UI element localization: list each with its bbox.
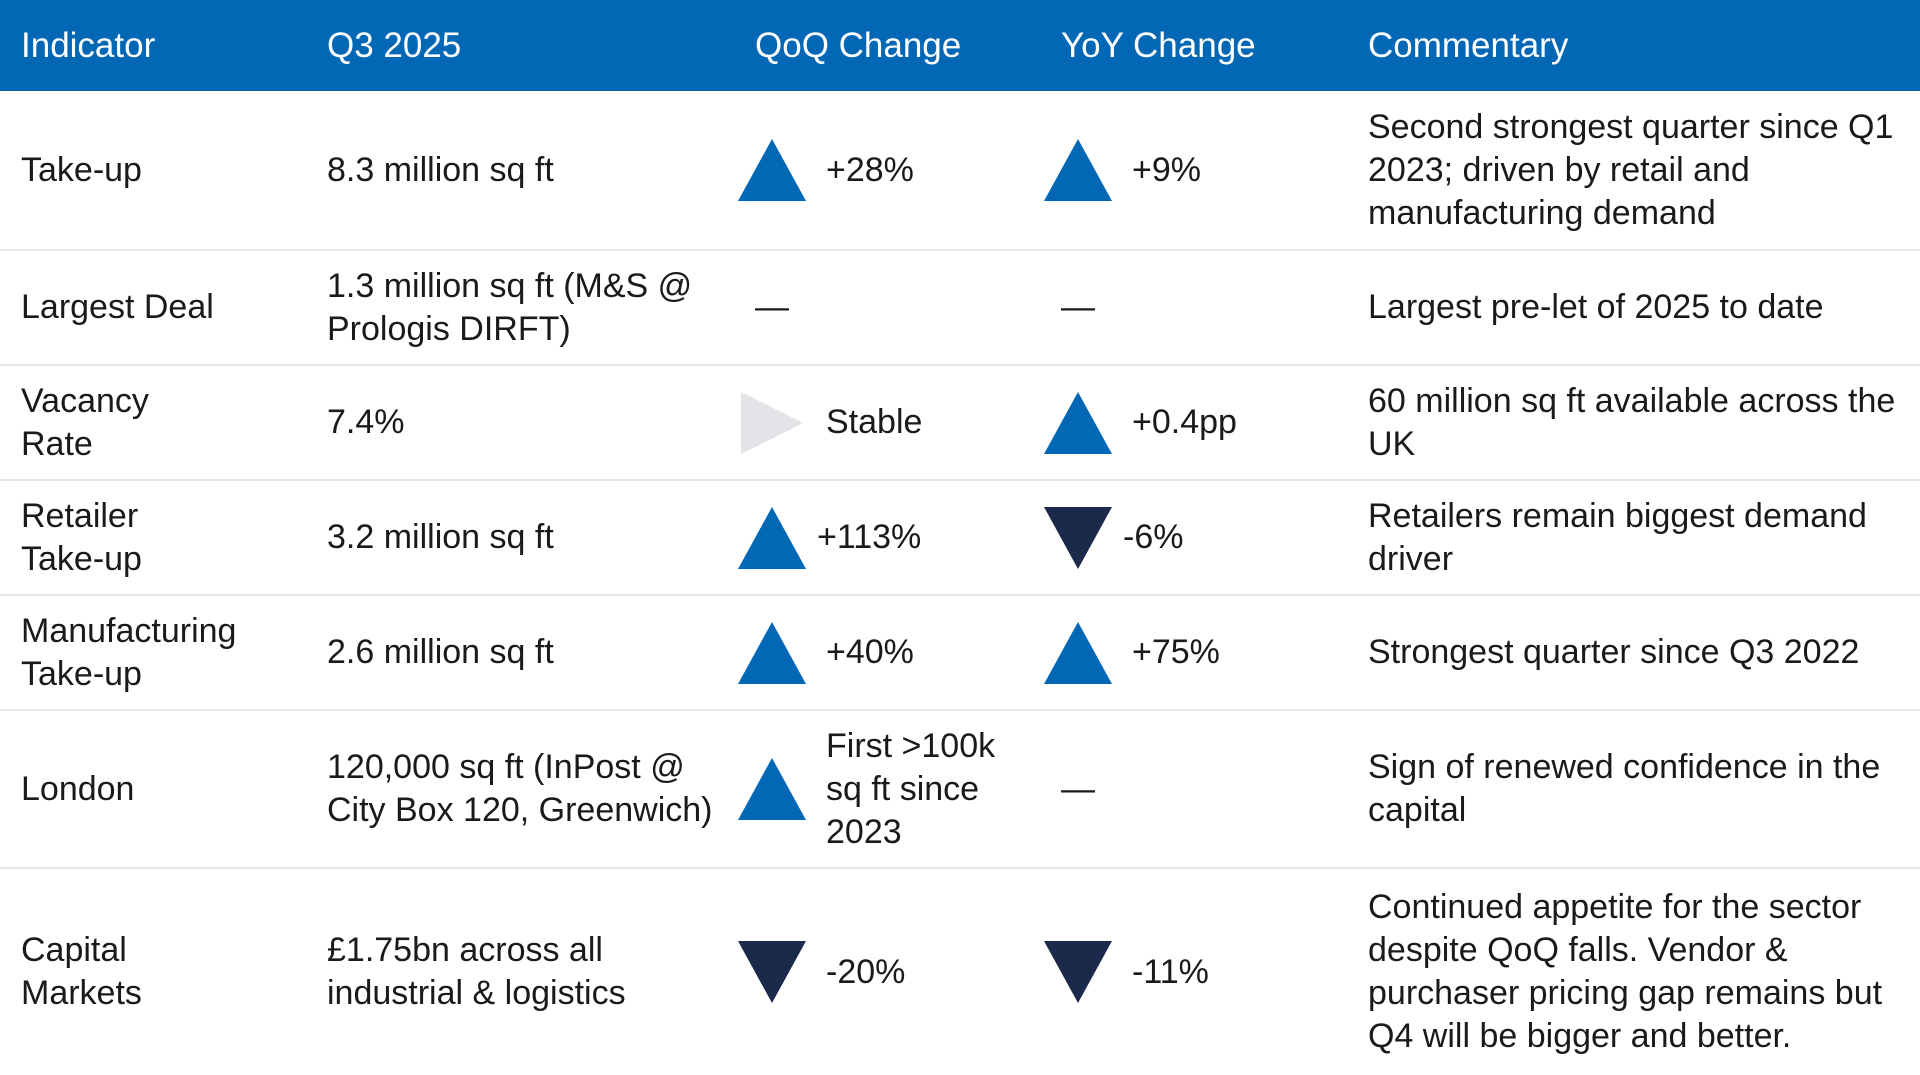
- table-row-retailer-take-up: Retailer Take-up 3.2 million sq ft +113%…: [0, 481, 1920, 596]
- yoy-change-cell: +75%: [1044, 596, 1344, 709]
- table-row-vacancy-rate: Vacancy Rate 7.4% Stable +0.4pp 60 milli…: [0, 366, 1920, 481]
- qoq-change-value: +40%: [826, 633, 914, 671]
- yoy-change-cell: +0.4pp: [1044, 366, 1344, 479]
- indicator-cell: Take-up: [21, 150, 142, 189]
- commentary-cell: Largest pre-let of 2025 to date: [1368, 288, 1824, 326]
- table-row-london: London 120,000 sq ft (InPost @ City Box …: [0, 711, 1920, 869]
- indicator-cell: Capital Markets: [21, 931, 142, 1012]
- indicator-cell: London: [21, 769, 135, 808]
- triangle-up-icon: [1044, 139, 1112, 201]
- yoy-change-cell: —: [1044, 251, 1344, 364]
- qoq-change-value: Stable: [826, 403, 923, 441]
- header-q3-2025: Q3 2025: [327, 25, 462, 65]
- triangle-up-icon: [1044, 391, 1112, 454]
- table-row-take-up: Take-up 8.3 million sq ft +28% +9% Secon…: [0, 91, 1920, 251]
- triangle-up-icon: [738, 758, 806, 820]
- indicator-cell: Retailer Take-up: [21, 496, 142, 578]
- qoq-change-value: +113%: [817, 518, 922, 556]
- qoq-change-cell: +40%: [738, 596, 1038, 709]
- commentary-cell: Strongest quarter since Q3 2022: [1368, 633, 1860, 671]
- table-row-manufacturing-take-up: Manufacturing Take-up 2.6 million sq ft …: [0, 596, 1920, 711]
- triangle-down-icon: [1044, 506, 1112, 569]
- yoy-change-value: +75%: [1132, 633, 1220, 671]
- yoy-change-cell: +9%: [1044, 91, 1344, 249]
- header-indicator: Indicator: [21, 25, 156, 65]
- header-qoq-change: QoQ Change: [755, 25, 962, 65]
- yoy-change-cell: -11%: [1044, 869, 1344, 1075]
- qoq-change-cell: +28%: [738, 91, 1038, 249]
- triangle-up-icon: [738, 506, 806, 569]
- yoy-change-value: -11%: [1132, 952, 1209, 991]
- q3-value-cell: 8.3 million sq ft: [327, 150, 554, 189]
- qoq-change-cell: —: [738, 251, 1038, 364]
- table-header: Indicator Q3 2025 QoQ Change YoY Change …: [0, 0, 1920, 91]
- qoq-change-cell: First >100k sq ft since 2023: [738, 711, 1038, 867]
- qoq-change-value: +28%: [826, 150, 914, 189]
- q3-value-cell: 120,000 sq ft (InPost @ City Box 120, Gr…: [327, 748, 713, 829]
- q3-value-cell: 7.4%: [327, 403, 405, 441]
- yoy-change-cell: -6%: [1044, 481, 1344, 594]
- qoq-change-cell: -20%: [738, 869, 1038, 1075]
- commentary-cell: Continued appetite for the sector despit…: [1368, 888, 1883, 1055]
- yoy-change-value: +9%: [1132, 150, 1201, 189]
- triangle-down-icon: [738, 941, 806, 1003]
- qoq-change-cell: Stable: [738, 366, 1038, 479]
- triangle-down-icon: [1044, 941, 1112, 1003]
- commentary-cell: Second strongest quarter since Q1 2023; …: [1368, 107, 1894, 232]
- commentary-cell: Sign of renewed confidence in the capita…: [1368, 748, 1881, 829]
- yoy-change-value: +0.4pp: [1132, 403, 1237, 441]
- yoy-change-value: —: [1061, 769, 1095, 808]
- q3-value-cell: £1.75bn across all industrial & logistic…: [327, 931, 626, 1012]
- indicator-cell: Manufacturing Take-up: [21, 611, 237, 693]
- yoy-change-cell: —: [1044, 711, 1344, 867]
- qoq-change-value: -20%: [826, 952, 906, 991]
- commentary-cell: 60 million sq ft available across the UK: [1368, 381, 1896, 463]
- q3-value-cell: 3.2 million sq ft: [327, 518, 554, 556]
- q3-value-cell: 1.3 million sq ft (M&S @ Prologis DIRFT): [327, 266, 693, 348]
- indicator-cell: Largest Deal: [21, 288, 214, 326]
- header-commentary: Commentary: [1368, 25, 1569, 65]
- qoq-change-value: First >100k sq ft since 2023: [826, 726, 996, 851]
- indicator-cell: Vacancy Rate: [21, 381, 149, 463]
- commentary-cell: Retailers remain biggest demand driver: [1368, 496, 1867, 578]
- yoy-change-value: —: [1061, 288, 1095, 326]
- qoq-change-value: —: [755, 288, 789, 326]
- q3-value-cell: 2.6 million sq ft: [327, 633, 554, 671]
- table-row-largest-deal: Largest Deal 1.3 million sq ft (M&S @ Pr…: [0, 251, 1920, 366]
- qoq-change-cell: +113%: [738, 481, 1038, 594]
- triangle-up-icon: [738, 139, 806, 201]
- triangle-right-icon: [741, 391, 803, 454]
- header-yoy-change: YoY Change: [1061, 25, 1256, 65]
- table-row-capital-markets: Capital Markets £1.75bn across all indus…: [0, 869, 1920, 1075]
- triangle-up-icon: [1044, 621, 1112, 684]
- yoy-change-value: -6%: [1123, 518, 1184, 556]
- triangle-up-icon: [738, 621, 806, 684]
